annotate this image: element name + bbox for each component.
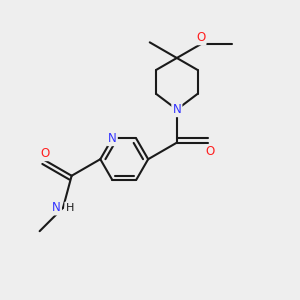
Text: O: O (196, 31, 206, 44)
Text: O: O (205, 145, 214, 158)
Text: H: H (65, 203, 74, 213)
Text: N: N (52, 201, 61, 214)
Text: N: N (108, 132, 117, 145)
Text: N: N (172, 103, 181, 116)
Text: O: O (40, 147, 49, 160)
